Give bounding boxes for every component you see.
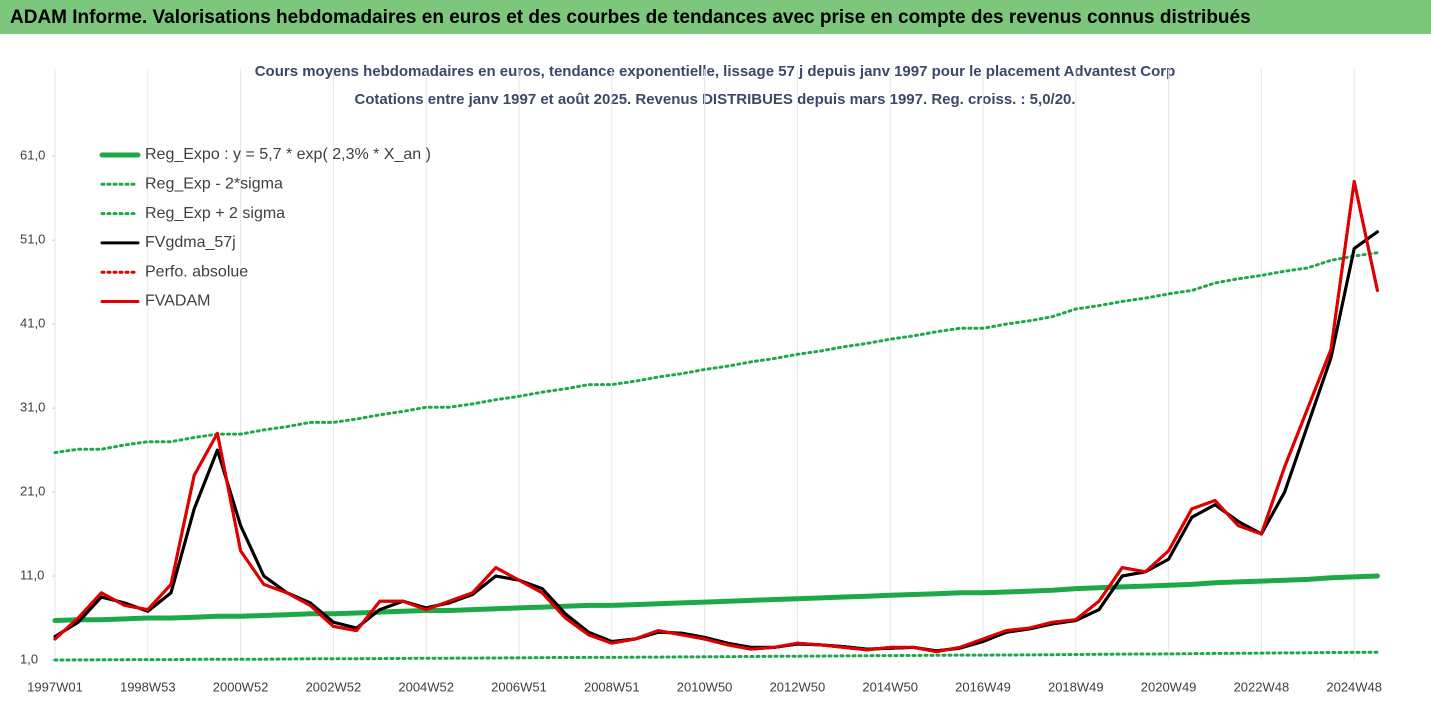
y-tick-label: 21,0: [20, 483, 45, 498]
x-tick-label: 2004W52: [398, 679, 454, 694]
legend-label: Perfo. absolue: [145, 263, 248, 280]
chart-subtitle: Cotations entre janv 1997 et août 2025. …: [354, 91, 1075, 108]
legend-label: FVgdma_57j: [145, 234, 236, 251]
series-line: [53, 230, 1379, 653]
x-tick-label: 2010W50: [677, 679, 733, 694]
x-tick-label: 2008W51: [584, 679, 640, 694]
series-line: [52, 573, 1380, 623]
series-line: [53, 251, 1379, 455]
series-line: [53, 650, 1379, 662]
y-tick-label: 1,0: [20, 651, 38, 666]
x-tick-label: 2000W52: [213, 679, 269, 694]
y-tick-label: 11,0: [20, 567, 44, 582]
y-tick-label: 31,0: [20, 400, 45, 415]
legend-label: Reg_Exp + 2 sigma: [145, 205, 285, 222]
x-tick-label: 2012W50: [770, 679, 826, 694]
header-bar: [0, 0, 1431, 34]
x-tick-label: 2002W52: [306, 679, 362, 694]
legend-label: FVADAM: [145, 293, 210, 310]
x-tick-label: 2006W51: [491, 679, 547, 694]
x-tick-label: 1997W01: [27, 679, 83, 694]
chart-title: Cours moyens hebdomadaires en euros, ten…: [255, 63, 1176, 80]
x-tick-label: 2018W49: [1048, 679, 1104, 694]
legend-label: Reg_Exp - 2*sigma: [145, 176, 283, 193]
series-line: [53, 179, 1379, 654]
x-tick-label: 2020W49: [1141, 679, 1197, 694]
y-tick-label: 51,0: [20, 232, 45, 247]
page-title: ADAM Informe. Valorisations hebdomadaire…: [10, 7, 1251, 28]
x-tick-label: 2024W48: [1326, 679, 1382, 694]
legend-label: Reg_Expo : y = 5,7 * exp( 2,3% * X_an ): [145, 146, 431, 163]
y-tick-label: 61,0: [20, 148, 45, 163]
y-tick-label: 41,0: [20, 316, 45, 331]
x-tick-label: 2016W49: [955, 679, 1011, 694]
x-tick-label: 1998W53: [120, 679, 176, 694]
x-tick-label: 2014W50: [862, 679, 918, 694]
x-tick-label: 2022W48: [1234, 679, 1290, 694]
